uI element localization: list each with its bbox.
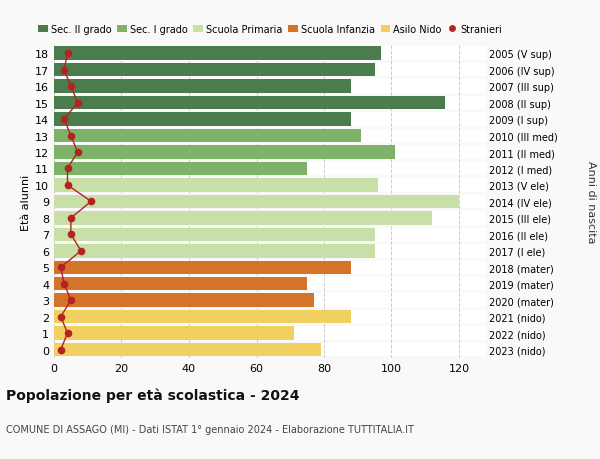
Bar [54,162,307,176]
Bar [54,310,486,324]
Bar [54,294,486,307]
Legend: Sec. II grado, Sec. I grado, Scuola Primaria, Scuola Infanzia, Asilo Nido, Stran: Sec. II grado, Sec. I grado, Scuola Prim… [38,25,502,35]
Bar [54,129,486,143]
Text: COMUNE DI ASSAGO (MI) - Dati ISTAT 1° gennaio 2024 - Elaborazione TUTTITALIA.IT: COMUNE DI ASSAGO (MI) - Dati ISTAT 1° ge… [6,425,414,435]
Bar [54,80,486,94]
Bar [54,113,351,127]
Text: Popolazione per età scolastica - 2024: Popolazione per età scolastica - 2024 [6,388,299,403]
Bar [54,261,486,274]
Bar [54,327,486,340]
Bar [54,245,374,258]
Bar [54,343,320,357]
Bar [54,245,486,258]
Bar [54,327,293,340]
Bar [54,195,486,209]
Bar [54,310,351,324]
Bar [54,47,382,61]
Bar [54,195,459,209]
Bar [54,64,486,77]
Bar [54,146,395,159]
Bar [54,47,486,61]
Bar [54,277,486,291]
Bar [54,212,432,225]
Y-axis label: Età alunni: Età alunni [21,174,31,230]
Bar [54,179,378,192]
Bar [54,97,486,110]
Bar [54,277,307,291]
Bar [54,228,486,241]
Bar [54,261,351,274]
Bar [54,228,374,241]
Text: Anni di nascita: Anni di nascita [586,161,596,243]
Bar [54,146,486,159]
Bar [54,113,486,127]
Bar [54,212,486,225]
Bar [54,343,486,357]
Bar [54,97,445,110]
Bar [54,179,486,192]
Bar [54,129,361,143]
Bar [54,294,314,307]
Bar [54,162,486,176]
Bar [54,80,351,94]
Bar [54,64,374,77]
